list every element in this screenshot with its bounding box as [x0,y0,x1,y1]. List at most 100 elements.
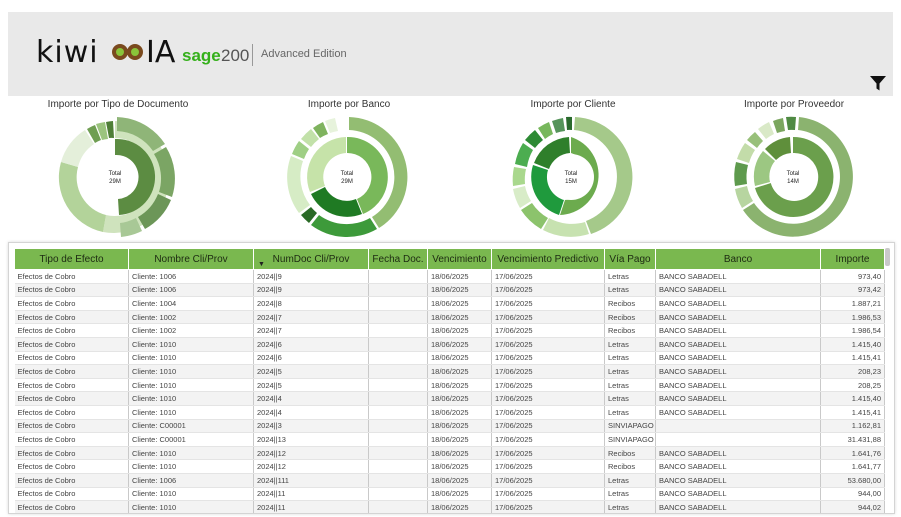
chart-segment [737,143,755,163]
numdoc-cell: 2024||3 [253,419,369,434]
col-header-label: NumDoc Cli/Prov [272,253,350,265]
sunburst-tipo-documento[interactable]: Total 29M [52,114,178,240]
table-row[interactable]: Efectos de Cobro Cliente: 1010 2024||11 18/… [14,500,885,513]
vencimiento-cell: 18/06/2025 [427,391,492,406]
sunburst-banco[interactable]: Total 29M [284,114,410,240]
filter-icon[interactable] [869,74,887,92]
tipo-efecto-cell: Efectos de Cobro [14,419,129,434]
col-header-venc-predictivo[interactable]: Vencimiento Predictivo [491,248,605,270]
numdoc-cell: 2024||13 [253,432,369,447]
fecha-doc-cell [368,487,428,502]
nombre-cell: Cliente: C00001 [128,432,254,447]
table-row[interactable]: Efectos de Cobro Cliente: 1010 2024||5 18/0… [14,378,885,393]
table-row[interactable]: Efectos de Cobro Cliente: 1002 2024||7 18/0… [14,310,885,325]
vencimiento-cell: 18/06/2025 [427,446,492,461]
chart-segment [301,129,319,147]
efectos-table-container: Tipo de Efecto Nombre Cli/Prov NumDoc Cl… [8,242,895,514]
col-header-tipo-efecto[interactable]: Tipo de Efecto [14,248,129,270]
via-pago-cell: Letras [604,405,656,420]
vencimiento-cell: 18/06/2025 [427,351,492,366]
chart-center-value: 29M [341,179,353,185]
vencimiento-cell: 18/06/2025 [427,269,492,284]
col-header-importe[interactable]: Importe [820,248,885,270]
tipo-efecto-cell: Efectos de Cobro [14,364,129,379]
table-row[interactable]: Efectos de Cobro Cliente: 1010 2024||12 18/… [14,459,885,474]
nombre-cell: Cliente: 1010 [128,446,254,461]
via-pago-cell: Letras [604,337,656,352]
table-row[interactable]: Efectos de Cobro Cliente: 1006 2024||9 18/0… [14,283,885,298]
chart-segment [307,137,346,192]
numdoc-cell: 2024||9 [253,269,369,284]
fecha-doc-cell [368,269,428,284]
table-row[interactable]: Efectos de Cobro Cliente: 1002 2024||7 18/0… [14,323,885,338]
col-header-numdoc[interactable]: NumDoc Cli/Prov ▼ [253,248,369,270]
chart-segment [87,125,101,143]
table-row[interactable]: Efectos de Cobro Cliente: 1010 2024||4 18/0… [14,391,885,406]
chart-segment [311,215,377,238]
table-row[interactable]: Efectos de Cobro Cliente: 1010 2024||11 18/… [14,487,885,502]
via-pago-cell: SINVIAPAGO [604,419,656,434]
banco-cell: BANCO SABADELL [655,296,821,311]
fecha-doc-cell [368,419,428,434]
col-header-via-pago[interactable]: Vía Pago [604,248,656,270]
fecha-doc-cell [368,500,428,513]
tipo-efecto-cell: Efectos de Cobro [14,310,129,325]
edition-label: Advanced Edition [261,48,347,60]
table-row[interactable]: Efectos de Cobro Cliente: 1010 2024||12 18/… [14,446,885,461]
banco-cell: BANCO SABADELL [655,310,821,325]
table-row[interactable]: Efectos de Cobro Cliente: 1010 2024||6 18/0… [14,337,885,352]
table-row[interactable]: Efectos de Cobro Cliente: C00001 2024||3 18… [14,419,885,434]
table-header-row: Tipo de Efecto Nombre Cli/Prov NumDoc Cl… [14,248,885,270]
via-pago-cell: Letras [604,473,656,488]
fecha-doc-cell [368,296,428,311]
tipo-efecto-cell: Efectos de Cobro [14,459,129,474]
table-row[interactable]: Efectos de Cobro Cliente: C00001 2024||13 1… [14,432,885,447]
table-row[interactable]: Efectos de Cobro Cliente: 1004 2024||8 18/0… [14,296,885,311]
via-pago-cell: Recibos [604,323,656,338]
chart-segment [292,141,309,159]
vencimiento-cell: 18/06/2025 [427,296,492,311]
via-pago-cell: Recibos [604,310,656,325]
sunburst-cliente[interactable]: Total 15M [508,114,634,240]
chart-segment [138,194,171,229]
tipo-efecto-cell: Efectos de Cobro [14,500,129,513]
col-header-vencimiento[interactable]: Vencimiento [427,248,492,270]
fecha-doc-cell [368,405,428,420]
tipo-efecto-cell: Efectos de Cobro [14,378,129,393]
banco-cell [655,419,821,434]
chart-title-tipo-documento: Importe por Tipo de Documento [47,99,189,110]
venc-predictivo-cell: 17/06/2025 [491,419,605,434]
importe-cell: 208,25 [820,378,885,393]
chart-segment [117,117,165,151]
tipo-efecto-cell: Efectos de Cobro [14,391,129,406]
chart-title-banco: Importe por Banco [307,99,391,110]
chart-segment [755,136,834,217]
ia-logo: IA [146,35,176,70]
importe-cell: 1.986,53 [820,310,885,325]
banco-cell: BANCO SABADELL [655,364,821,379]
table-row[interactable]: Efectos de Cobro Cliente: 1010 2024||5 18/0… [14,364,885,379]
col-header-fecha-doc[interactable]: Fecha Doc. [368,248,428,270]
sunburst-proveedor[interactable]: Total 14M [730,114,856,240]
sort-desc-icon[interactable]: ▼ [258,261,265,268]
table-row[interactable]: Efectos de Cobro Cliente: 1006 2024||111 18… [14,473,885,488]
tipo-efecto-cell: Efectos de Cobro [14,351,129,366]
table-row[interactable]: Efectos de Cobro Cliente: 1006 2024||9 18/0… [14,269,885,284]
numdoc-cell: 2024||4 [253,405,369,420]
banco-cell: BANCO SABADELL [655,473,821,488]
col-header-banco[interactable]: Banco [655,248,821,270]
col-header-nombre[interactable]: Nombre Cli/Prov [128,248,254,270]
kiwi-fruit-icon [112,44,128,60]
table-scrollbar[interactable] [885,248,890,266]
banco-cell: BANCO SABADELL [655,391,821,406]
venc-predictivo-cell: 17/06/2025 [491,364,605,379]
chart-center-label: Total [341,171,354,177]
table-row[interactable]: Efectos de Cobro Cliente: 1010 2024||6 18/0… [14,351,885,366]
tipo-efecto-cell: Efectos de Cobro [14,283,129,298]
table-row[interactable]: Efectos de Cobro Cliente: 1010 2024||4 18/0… [14,405,885,420]
nombre-cell: Cliente: 1006 [128,473,254,488]
importe-cell: 1.162,81 [820,419,885,434]
numdoc-cell: 2024||11 [253,487,369,502]
tipo-efecto-cell: Efectos de Cobro [14,323,129,338]
app-header: kiwi IA sage 200 Advanced Edition [8,12,893,96]
